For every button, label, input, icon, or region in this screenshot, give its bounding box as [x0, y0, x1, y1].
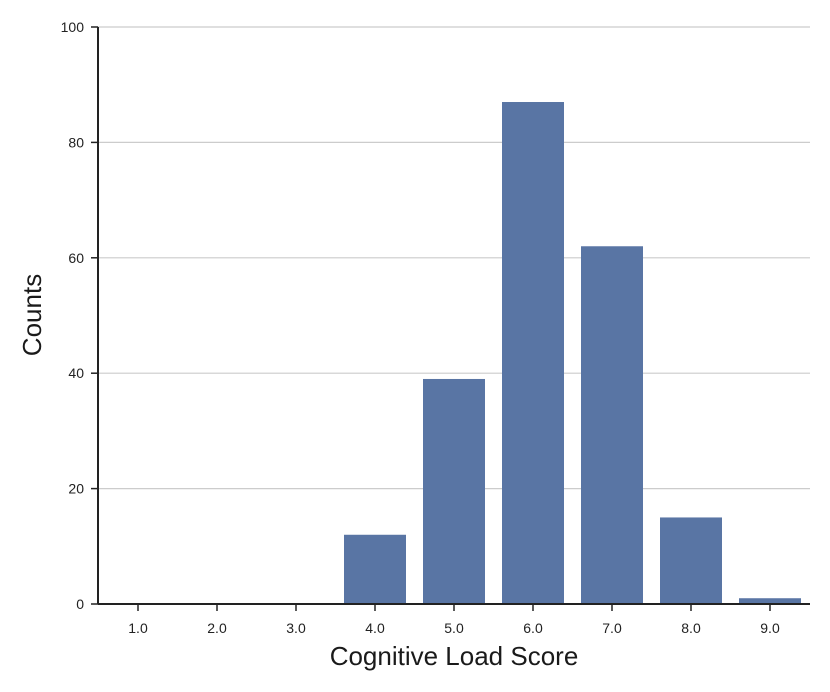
x-tick-label: 5.0 [444, 620, 464, 636]
x-tick-label: 8.0 [681, 620, 701, 636]
y-axis-title: Counts [17, 274, 47, 356]
y-tick-label: 40 [68, 365, 84, 381]
x-tick-label: 2.0 [207, 620, 227, 636]
x-tick-label: 4.0 [365, 620, 385, 636]
bar-6.0 [502, 102, 564, 604]
y-tick-label: 0 [76, 596, 84, 612]
x-tick-label: 9.0 [760, 620, 780, 636]
x-tick-label: 1.0 [128, 620, 148, 636]
y-tick-label: 60 [68, 250, 84, 266]
bar-5.0 [423, 378, 485, 604]
y-tick-label: 80 [68, 134, 84, 150]
x-tick-label: 7.0 [602, 620, 622, 636]
bar-8.0 [660, 517, 722, 604]
gridlines [98, 26, 810, 490]
x-tick-label: 3.0 [286, 620, 306, 636]
bar-4.0 [344, 534, 406, 604]
y-tick-label: 100 [61, 19, 85, 35]
bars [344, 102, 801, 604]
bar-9.0 [739, 598, 801, 604]
bar-7.0 [581, 246, 643, 604]
y-ticks: 0 20 40 60 80 100 [61, 19, 98, 612]
y-tick-label: 20 [68, 481, 84, 497]
x-axis-title: Cognitive Load Score [330, 641, 579, 671]
x-tick-label: 6.0 [523, 620, 543, 636]
x-ticks: 1.0 2.0 3.0 4.0 5.0 6.0 7.0 8.0 9.0 [128, 604, 780, 636]
